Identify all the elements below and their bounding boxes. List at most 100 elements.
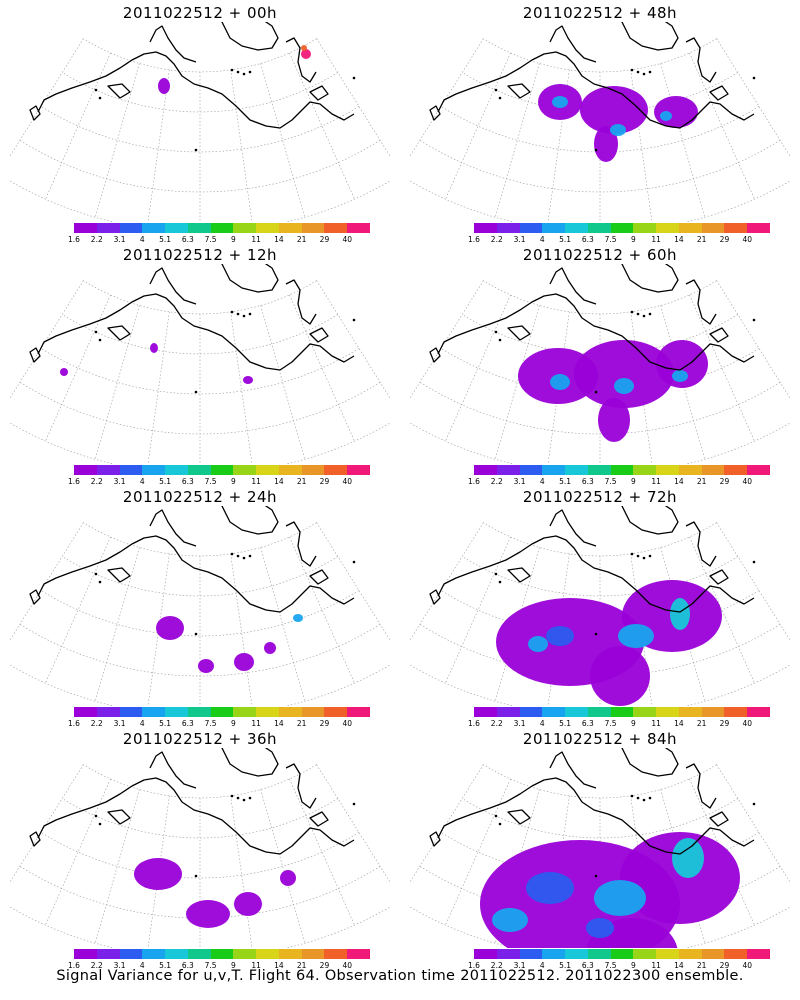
colorbar-swatch bbox=[278, 465, 302, 475]
colorbar-tick-label: 6.3 bbox=[581, 235, 594, 244]
colorbar-tick-label: 6.3 bbox=[581, 477, 594, 486]
colorbar-swatch bbox=[747, 707, 770, 717]
colorbar-tick-label: 1.6 bbox=[468, 477, 480, 486]
variance-contour bbox=[574, 340, 674, 408]
colorbar-swatch bbox=[542, 465, 566, 475]
longitude-line bbox=[689, 52, 755, 200]
colorbar-swatch bbox=[256, 949, 279, 959]
colorbar-tick-label: 21 bbox=[296, 719, 307, 728]
colorbar-tick-label: 9 bbox=[630, 235, 636, 244]
colorbar bbox=[74, 465, 370, 475]
colorbar-tick-label: 21 bbox=[296, 961, 307, 970]
colorbar-swatch bbox=[74, 707, 97, 717]
variance-contour bbox=[198, 659, 214, 673]
coastline-path bbox=[621, 506, 679, 535]
colorbar-tick-label: 4 bbox=[139, 719, 145, 728]
colorbar-tick-label: 2.2 bbox=[90, 961, 103, 970]
longitude-line bbox=[316, 522, 390, 641]
longitude-line bbox=[630, 311, 653, 464]
colorbar-swatch bbox=[324, 949, 348, 959]
colorbar bbox=[474, 223, 770, 233]
colorbar-tick-label: 7.5 bbox=[604, 235, 617, 244]
island-mark bbox=[636, 796, 640, 800]
colorbar-swatch bbox=[565, 465, 588, 475]
variance-contour bbox=[618, 624, 654, 648]
colorbar-swatch bbox=[474, 707, 497, 717]
longitude-line bbox=[410, 764, 484, 883]
coastline-path bbox=[149, 267, 197, 305]
colorbar-tick-label: 3.1 bbox=[113, 961, 126, 970]
coastline-path bbox=[549, 509, 597, 547]
map-figure bbox=[10, 748, 390, 948]
coastline-path bbox=[309, 85, 329, 101]
colorbar-tick-label: 14 bbox=[674, 235, 684, 244]
colorbar-swatch bbox=[474, 223, 497, 233]
colorbar-tick-label: 7.5 bbox=[204, 235, 217, 244]
island-mark bbox=[230, 68, 234, 72]
coastline-path bbox=[549, 751, 597, 789]
colorbar-swatch bbox=[301, 949, 325, 959]
colorbar-swatch bbox=[119, 949, 143, 959]
signal-variance-field bbox=[156, 614, 303, 673]
colorbar-tick-label: 1.6 bbox=[68, 235, 80, 244]
latitude-line bbox=[10, 180, 390, 222]
colorbar-tick-label: 9 bbox=[230, 235, 236, 244]
colorbar-tick-label: 2.2 bbox=[90, 235, 103, 244]
variance-contour bbox=[301, 45, 307, 51]
signal-variance-field bbox=[60, 343, 253, 384]
longitude-line bbox=[316, 280, 390, 399]
colorbar-tick-label: 21 bbox=[696, 477, 707, 486]
longitude-line bbox=[45, 536, 111, 684]
colorbar-swatch bbox=[610, 465, 634, 475]
colorbar-tick-label: 29 bbox=[319, 477, 330, 486]
island-mark bbox=[648, 70, 652, 74]
panel-title: 2011022512 + 84h bbox=[522, 730, 678, 748]
variance-contour bbox=[243, 376, 253, 384]
island-mark bbox=[752, 802, 756, 806]
coastline-path bbox=[709, 569, 729, 585]
variance-contour bbox=[656, 340, 708, 388]
latitude-line bbox=[83, 764, 317, 799]
colorbar-swatch bbox=[210, 707, 234, 717]
island-mark bbox=[194, 874, 198, 878]
coastline bbox=[429, 748, 756, 878]
colorbar-tick-label: 4 bbox=[139, 961, 145, 970]
coastline bbox=[29, 22, 356, 152]
colorbar-tick-label: 14 bbox=[274, 477, 284, 486]
colorbar-tick-label: 29 bbox=[319, 719, 330, 728]
signal-variance-field bbox=[538, 84, 698, 162]
colorbar-tick-label: 14 bbox=[274, 719, 284, 728]
colorbar-tick-label: 14 bbox=[274, 235, 284, 244]
variance-contour bbox=[526, 872, 574, 904]
colorbar-swatch bbox=[74, 223, 97, 233]
colorbar-swatch bbox=[347, 223, 370, 233]
colorbar-swatch bbox=[701, 707, 725, 717]
coastline-path bbox=[709, 327, 729, 343]
colorbar-swatch bbox=[119, 465, 143, 475]
colorbar-swatch bbox=[187, 223, 211, 233]
island-mark bbox=[498, 96, 502, 100]
colorbar-tick-label: 6.3 bbox=[181, 477, 194, 486]
colorbar-tick-label: 11 bbox=[251, 235, 261, 244]
longitude-line bbox=[716, 764, 790, 883]
colorbar-swatch bbox=[474, 465, 497, 475]
colorbar-swatch bbox=[519, 707, 543, 717]
colorbar-swatch bbox=[678, 949, 702, 959]
coastline bbox=[29, 264, 356, 394]
longitude-line bbox=[94, 789, 140, 944]
longitude-line bbox=[316, 764, 390, 883]
panel-title: 2011022512 + 12h bbox=[122, 246, 278, 264]
colorbar-tick-label: 9 bbox=[630, 719, 636, 728]
colorbar-swatch bbox=[519, 949, 543, 959]
island-mark bbox=[752, 318, 756, 322]
colorbar-swatch bbox=[256, 223, 279, 233]
colorbar-swatch bbox=[96, 465, 120, 475]
island-mark bbox=[642, 72, 646, 76]
coastline-path bbox=[285, 521, 317, 567]
colorbar-swatch bbox=[656, 707, 679, 717]
graticule bbox=[410, 280, 790, 464]
longitude-line bbox=[716, 280, 790, 399]
colorbar-tick-label: 29 bbox=[719, 961, 730, 970]
island-mark bbox=[352, 76, 356, 80]
longitude-line bbox=[289, 778, 355, 926]
